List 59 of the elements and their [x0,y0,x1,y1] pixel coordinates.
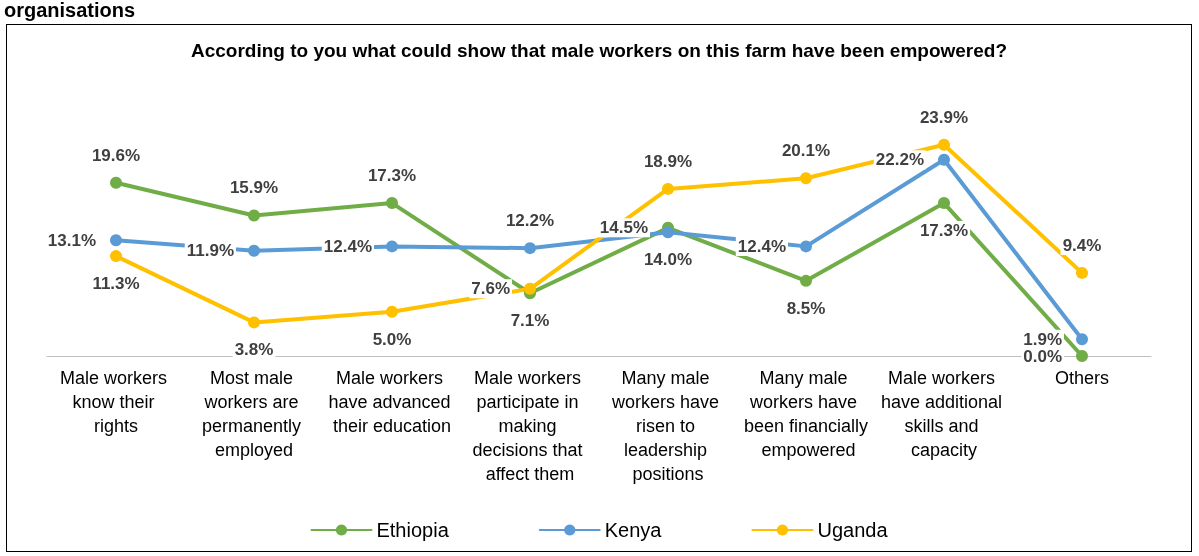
x-tick-label: Most male workers are permanently employed [201,368,307,460]
data-label: 11.3% [92,274,140,294]
point [110,176,122,189]
point [248,244,260,257]
point [1076,350,1088,362]
point [524,242,536,255]
x-tick-label: Many male workers have risen to leadership positions [610,368,725,484]
point [248,316,260,329]
data-label: 17.3% [367,166,417,186]
x-tick-label: Many male workers have been financially empowered [743,368,869,460]
data-label: 7.1% [510,311,550,331]
chart-title: According to you what could show that male workers on this farm have been empowered? [190,39,1008,61]
data-label: 14.5% [599,218,648,238]
x-tick-label: Male workers have advanced their education [328,368,456,436]
point [662,226,674,239]
data-label: 12.4% [323,236,372,256]
point [662,182,674,195]
point [800,240,812,253]
point [938,138,950,151]
data-label: 18.9% [643,151,693,171]
x-tick-label: Others [1054,368,1110,388]
legend-label: Ethiopia [376,519,450,541]
x-tick-label: Male workers know their rights [59,368,173,436]
data-label: 23.9% [919,107,969,127]
data-label: 19.6% [91,145,141,165]
data-label: 1.9% [1023,329,1062,349]
text: organisations [4,0,136,21]
data-label: 12.4% [737,236,786,256]
point [524,282,536,295]
x-tick-label: Male workers participate in making decisions that affect them [472,368,588,484]
data-label: 20.1% [781,141,831,161]
point [938,197,950,210]
data-label: 11.9% [186,241,234,261]
data-label: 13.1% [47,230,96,250]
legend-label: Kenya [604,519,663,541]
x-tick-label: Male workers have additional skills and capacity [880,368,1008,460]
data-label: 8.5% [786,298,826,318]
point [248,209,260,222]
data-label: 0.0% [1023,346,1062,366]
data-label: 7.6% [471,279,510,299]
point [1076,266,1088,279]
point [386,305,398,318]
data-label: 5.0% [372,329,412,349]
point [386,240,398,253]
data-label: 17.3% [919,221,969,241]
data-label: 22.2% [875,150,924,170]
legend-label: Uganda [817,519,889,541]
data-label: 3.8% [234,340,274,360]
data-label: 14.0% [643,250,693,270]
point [800,172,812,185]
point [386,197,398,210]
data-label: 12.2% [505,211,555,231]
point [110,250,122,263]
point [1076,333,1088,346]
data-label: 15.9% [229,178,279,198]
point [800,274,812,287]
data-label: 9.4% [1062,235,1102,255]
point [938,153,950,166]
point [110,234,122,247]
